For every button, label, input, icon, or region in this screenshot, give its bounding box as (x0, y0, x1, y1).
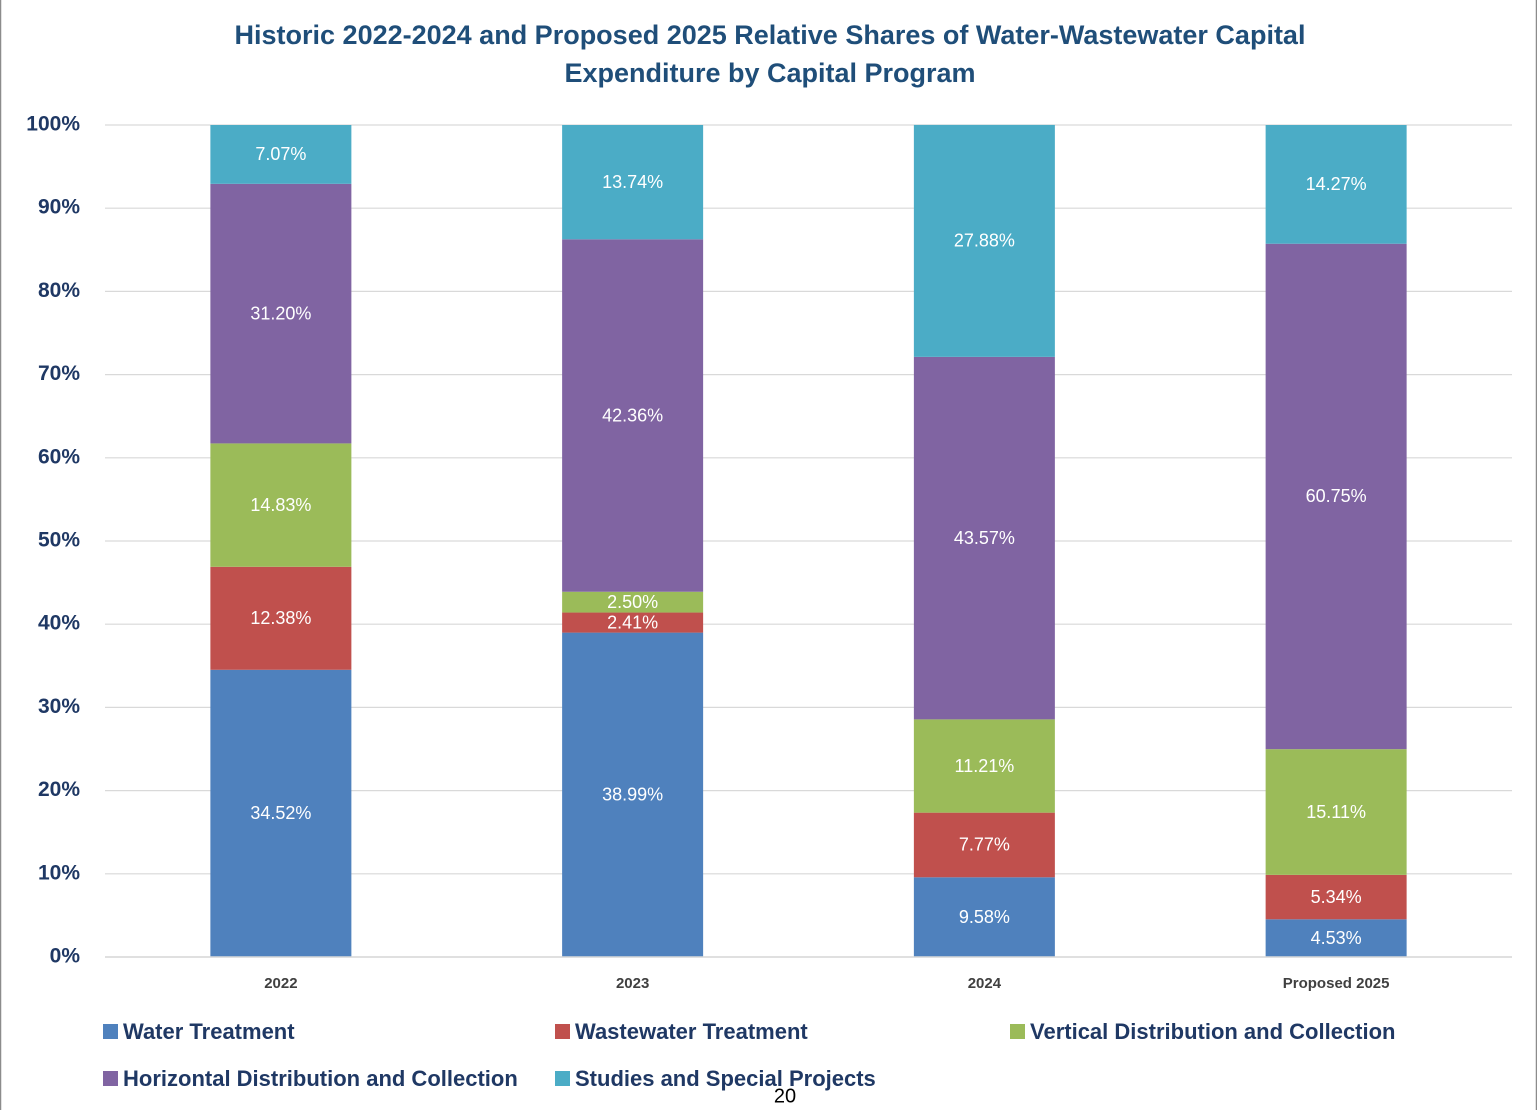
bar-segment (1265, 874, 1407, 920)
value-label: 42.36% (602, 405, 663, 425)
bar-segment (913, 812, 1055, 878)
legend-swatch (103, 1024, 118, 1039)
value-label: 7.07% (255, 144, 306, 164)
bar-segment (562, 125, 704, 240)
y-tick-label: 90% (38, 196, 80, 219)
y-tick-label: 50% (38, 529, 80, 552)
bar-segment (1265, 749, 1407, 875)
bar-segment (210, 566, 352, 670)
bar-segment (210, 669, 352, 957)
bar-segment (1265, 243, 1407, 750)
x-tick-label: Proposed 2025 (1283, 975, 1390, 992)
y-tick-label: 100% (26, 113, 80, 136)
value-label: 14.83% (250, 495, 311, 515)
bar-segment (913, 356, 1055, 720)
value-label: 31.20% (250, 303, 311, 323)
y-tick-label: 10% (38, 861, 80, 884)
legend-label: Wastewater Treatment (575, 1019, 808, 1044)
bar-segment (562, 239, 704, 592)
y-tick-label: 70% (38, 362, 80, 385)
legend-swatch (103, 1071, 118, 1086)
y-tick-label: 30% (38, 695, 80, 718)
bar-segment (913, 719, 1055, 813)
bar-segment (562, 591, 704, 613)
y-tick-label: 60% (38, 445, 80, 468)
page-number: 20 (774, 1085, 796, 1107)
value-label: 5.34% (1311, 887, 1362, 907)
value-label: 60.75% (1306, 486, 1367, 506)
y-tick-label: 80% (38, 279, 80, 302)
value-label: 15.11% (1306, 802, 1366, 822)
x-tick-label: 2022 (264, 975, 297, 992)
y-tick-label: 0% (50, 945, 81, 968)
value-label: 34.52% (250, 803, 311, 823)
legend-swatch (555, 1071, 570, 1086)
value-label: 2.41% (607, 612, 658, 632)
value-label: 4.53% (1311, 928, 1362, 948)
y-tick-label: 40% (38, 612, 80, 635)
value-label: 2.50% (607, 592, 658, 612)
bar-segment (562, 632, 704, 957)
legend-swatch (1010, 1024, 1025, 1039)
bar-segment (562, 612, 704, 633)
legend-label: Vertical Distribution and Collection (1030, 1019, 1396, 1044)
bar-segment (913, 124, 1055, 357)
value-label: 13.74% (602, 172, 663, 192)
bar-segment (210, 183, 352, 444)
chart-title: Historic 2022-2024 and Proposed 2025 Rel… (235, 20, 1306, 50)
value-label: 11.21% (955, 756, 1015, 776)
value-label: 43.57% (954, 528, 1015, 548)
value-label: 27.88% (954, 231, 1015, 251)
bar-segment (1265, 125, 1407, 244)
x-tick-label: 2023 (616, 975, 649, 992)
y-tick-label: 20% (38, 778, 80, 801)
legend-label: Water Treatment (123, 1019, 295, 1044)
value-label: 38.99% (602, 785, 663, 805)
value-label: 12.38% (250, 608, 311, 628)
value-label: 7.77% (959, 835, 1010, 855)
legend-label: Studies and Special Projects (575, 1066, 876, 1091)
value-label: 14.27% (1306, 174, 1367, 194)
x-tick-label: 2024 (968, 975, 1002, 992)
bar-segment (210, 125, 352, 184)
chart-title: Expenditure by Capital Program (564, 58, 975, 88)
bar-segment (210, 443, 352, 567)
legend-label: Horizontal Distribution and Collection (123, 1066, 518, 1091)
legend-swatch (555, 1024, 570, 1039)
bar-segment (913, 877, 1055, 957)
bar-segment (1265, 919, 1407, 957)
value-label: 9.58% (959, 907, 1010, 927)
